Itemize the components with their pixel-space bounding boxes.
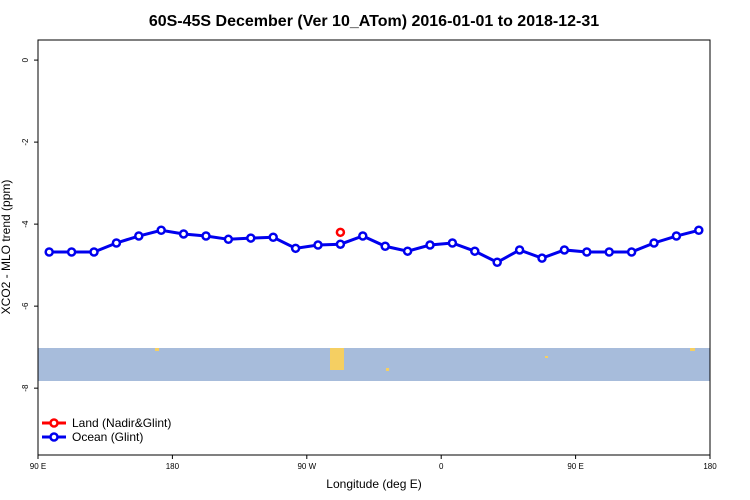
x-axis-label: Longitude (deg E): [326, 477, 421, 491]
y-tick-label: 0: [21, 57, 30, 62]
land-patch: [330, 348, 344, 370]
data-point: [402, 246, 413, 256]
data-point: [290, 243, 301, 254]
data-point: [358, 231, 368, 241]
y-tick-label: -8: [21, 384, 30, 392]
y-axis-label: XCO2 - MLO trend (ppm): [0, 180, 13, 315]
x-tick-label: 180: [166, 462, 180, 471]
y-tick-label: -6: [21, 302, 30, 310]
data-point: [335, 227, 346, 238]
data-point: [626, 247, 637, 257]
x-tick-label: 0: [439, 462, 444, 471]
data-point: [559, 245, 570, 255]
data-point: [335, 239, 346, 249]
data-point: [671, 231, 682, 241]
data-point: [604, 247, 614, 257]
x-tick-label: 90 E: [567, 462, 583, 471]
x-tick-label: 90 E: [30, 462, 46, 471]
data-point: [313, 240, 323, 250]
data-point: [66, 247, 77, 257]
data-point: [649, 238, 659, 248]
land-patch: [690, 348, 695, 351]
data-point: [89, 247, 99, 257]
legend-label: Ocean (Glint): [72, 430, 143, 444]
legend-label: Land (Nadir&Glint): [72, 416, 171, 430]
x-tick-label: 90 W: [297, 462, 316, 471]
data-point: [268, 232, 278, 242]
data-point: [134, 231, 144, 241]
series-line: [49, 228, 700, 264]
data-point: [44, 247, 54, 257]
data-point: [537, 253, 547, 263]
map-strip: [38, 348, 710, 381]
data-point: [425, 240, 435, 250]
chart-title: 60S-45S December (Ver 10_ATom) 2016-01-0…: [149, 13, 599, 30]
data-point: [470, 246, 480, 256]
y-tick-label: -2: [21, 138, 30, 146]
data-point: [178, 229, 189, 239]
land-patch: [155, 348, 159, 351]
data-point: [201, 231, 211, 241]
data-point: [492, 257, 502, 268]
legend-marker: [49, 432, 59, 442]
data-point: [582, 247, 592, 257]
data-point: [380, 241, 390, 252]
data-point: [514, 245, 525, 255]
plot-frame: [37, 39, 711, 456]
legend-marker: [49, 418, 59, 428]
x-tick-label: 180: [703, 462, 717, 471]
data-point: [246, 233, 256, 243]
data-point: [223, 234, 234, 245]
land-patch: [545, 356, 548, 358]
data-point: [447, 238, 458, 248]
y-tick-label: -4: [21, 220, 30, 228]
data-point: [111, 238, 122, 248]
land-patch: [386, 368, 389, 371]
data-point: [694, 225, 704, 236]
data-point: [156, 225, 166, 236]
